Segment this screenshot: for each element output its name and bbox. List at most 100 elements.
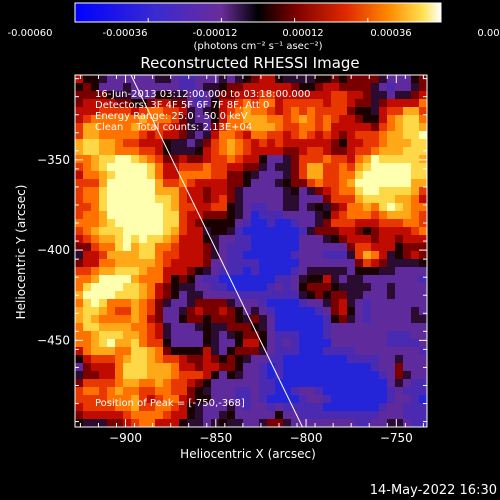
heatmap-cell [363,331,372,340]
colorbar-tick-label: 0.00060 [477,28,500,39]
heatmap-cell [371,251,380,260]
heatmap-cell [291,251,300,260]
heatmap-cell [107,155,116,164]
heatmap-cell [99,371,108,380]
heatmap-cell [355,355,364,364]
heatmap-cell [331,195,340,204]
heatmap-cell [299,107,308,116]
heatmap-cell [219,195,228,204]
heatmap-cell [203,403,212,412]
heatmap-cell [403,179,412,188]
heatmap-cell [403,355,412,364]
heatmap-cell [275,171,284,180]
heatmap-cell [347,307,356,316]
heatmap-cell [243,291,252,300]
heatmap-cell [339,107,348,116]
heatmap-cell [131,187,140,196]
heatmap-cell [371,371,380,380]
heatmap-cell [355,147,364,156]
heatmap-cell [403,371,412,380]
heatmap-cell [307,187,316,196]
heatmap-cell [355,155,364,164]
heatmap-cell [227,235,236,244]
heatmap-cell [291,411,300,420]
heatmap-cell [331,115,340,124]
heatmap-cell [107,363,116,372]
solar-limb-line [130,75,303,427]
heatmap-cell [107,163,116,172]
heatmap-cell [123,315,132,324]
heatmap-cell [419,235,427,244]
heatmap-cell [211,147,220,156]
heatmap-cell [171,339,180,348]
heatmap-cell [235,307,244,316]
heatmap-cell [187,355,196,364]
heatmap-cell [155,275,164,284]
heatmap-cell [363,195,372,204]
heatmap-cell [203,387,212,396]
heatmap-cell [347,171,356,180]
heatmap-cell [363,307,372,316]
heatmap-cell [307,379,316,388]
heatmap-cell [323,283,332,292]
heatmap-cell [259,363,268,372]
heatmap-cell [195,291,204,300]
heatmap-cell [331,363,340,372]
heatmap-cell [355,227,364,236]
heatmap-cell [275,275,284,284]
heatmap-cell [91,243,100,252]
heatmap-cell [243,363,252,372]
heatmap-cell [195,75,204,84]
heatmap-cell [115,203,124,212]
heatmap-cell [339,291,348,300]
heatmap-cell [283,307,292,316]
heatmap-cell [139,267,148,276]
heatmap-cell [203,155,212,164]
heatmap-cell [107,187,116,196]
heatmap-cell [147,91,156,100]
heatmap-cell [179,147,188,156]
heatmap-cell [91,123,100,132]
heatmap-cell [187,163,196,172]
heatmap-cell [259,419,268,427]
heatmap-cell [211,363,220,372]
heatmap-cell [299,75,308,84]
heatmap-cell [235,203,244,212]
heatmap-cell [99,347,108,356]
heatmap-cell [187,243,196,252]
heatmap-cell [275,243,284,252]
heatmap-cell [83,131,92,140]
heatmap-cell [251,211,260,220]
heatmap-cell [299,235,308,244]
heatmap-cell [259,259,268,268]
heatmap-cell [371,315,380,324]
heatmap-cell [315,115,324,124]
heatmap-cell [211,283,220,292]
heatmap-cell [419,275,427,284]
heatmap-cell [187,99,196,108]
heatmap-cell [219,91,228,100]
heatmap-cell [419,371,427,380]
heatmap-cell [139,291,148,300]
heatmap-cell [403,291,412,300]
heatmap-cell [195,115,204,124]
heatmap-cell [355,107,364,116]
heatmap-cell [83,403,92,412]
heatmap-cell [379,75,388,84]
heatmap-cell [291,267,300,276]
heatmap-cell [75,251,84,260]
heatmap-cell [219,267,228,276]
heatmap-cell [147,403,156,412]
heatmap-cell [147,347,156,356]
heatmap-cell [91,419,100,427]
x-tick-label: −750 [380,431,413,445]
heatmap-cell [147,371,156,380]
heatmap-cell [179,155,188,164]
heatmap-cell [259,147,268,156]
y-axis-ticks: −350−400−450 [37,78,427,423]
heatmap-cell [299,283,308,292]
heatmap-cell [275,227,284,236]
heatmap-cell [339,75,348,84]
heatmap-cell [243,139,252,148]
heatmap-cell [323,227,332,236]
